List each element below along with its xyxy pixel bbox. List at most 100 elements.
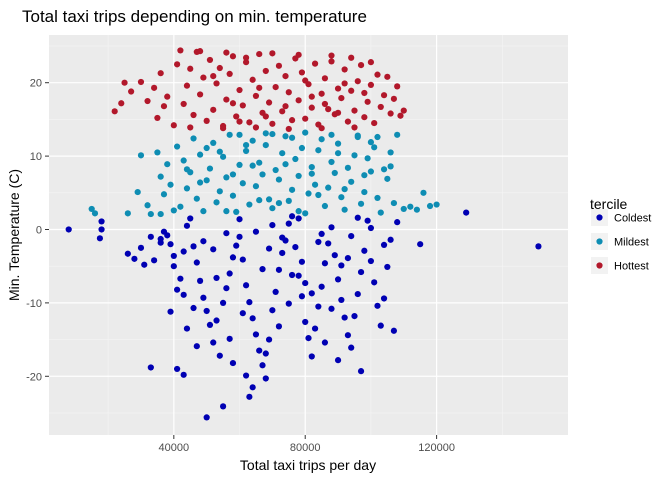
point-hottest	[328, 52, 335, 59]
point-hottest	[157, 70, 164, 77]
point-coldest	[190, 243, 197, 250]
point-hottest	[298, 69, 306, 76]
point-hottest	[226, 70, 233, 77]
point-hottest	[328, 58, 335, 65]
point-mildest	[183, 185, 191, 192]
point-coldest	[233, 242, 240, 249]
point-coldest	[174, 365, 181, 373]
point-mildest	[223, 208, 230, 215]
point-coldest	[239, 256, 246, 263]
point-coldest	[193, 259, 200, 266]
point-mildest	[288, 134, 296, 141]
point-hottest	[348, 87, 355, 94]
point-coldest	[374, 302, 381, 309]
point-hottest	[272, 84, 279, 91]
point-mildest	[197, 179, 204, 186]
point-mildest	[210, 139, 217, 146]
point-hottest	[121, 79, 128, 86]
y-tick-label: 0	[36, 224, 42, 236]
point-mildest	[91, 210, 99, 217]
point-coldest	[288, 271, 296, 279]
point-hottest	[197, 48, 204, 55]
point-coldest	[206, 321, 214, 329]
point-mildest	[190, 135, 197, 142]
point-mildest	[328, 131, 335, 138]
point-coldest	[170, 263, 177, 270]
point-coldest	[361, 247, 368, 254]
point-mildest	[321, 202, 329, 210]
y-tick-label: -10	[26, 298, 42, 310]
point-coldest	[463, 209, 470, 216]
point-coldest	[295, 215, 302, 222]
point-hottest	[118, 100, 125, 107]
point-hottest	[308, 104, 315, 111]
point-coldest	[210, 339, 217, 346]
point-hottest	[236, 118, 243, 125]
point-hottest	[371, 119, 378, 127]
point-mildest	[308, 164, 315, 171]
point-hottest	[229, 53, 237, 60]
point-mildest	[351, 152, 358, 159]
point-hottest	[206, 56, 214, 64]
point-hottest	[170, 122, 177, 129]
point-mildest	[311, 181, 319, 188]
point-hottest	[223, 49, 230, 56]
point-hottest	[210, 73, 217, 80]
point-hottest	[288, 117, 296, 124]
point-hottest	[151, 84, 158, 91]
point-hottest	[354, 78, 361, 85]
point-coldest	[334, 357, 342, 364]
point-coldest	[328, 224, 335, 231]
legend-swatch-coldest	[596, 214, 603, 221]
point-coldest	[236, 216, 243, 223]
point-mildest	[88, 205, 95, 213]
point-hottest	[174, 61, 181, 68]
point-hottest	[223, 96, 230, 103]
x-tick-label: 120000	[418, 442, 455, 454]
point-mildest	[203, 177, 210, 184]
point-hottest	[367, 59, 375, 66]
point-mildest	[200, 208, 207, 215]
x-tick-label: 40000	[159, 442, 190, 454]
point-hottest	[341, 66, 348, 73]
point-hottest	[160, 103, 168, 110]
point-coldest	[265, 336, 273, 343]
point-coldest	[331, 252, 338, 259]
point-mildest	[197, 151, 204, 158]
point-coldest	[239, 310, 246, 317]
point-coldest	[371, 279, 378, 286]
point-mildest	[249, 162, 256, 169]
point-mildest	[380, 166, 388, 173]
point-coldest	[328, 305, 335, 312]
point-mildest	[265, 196, 273, 203]
point-mildest	[246, 201, 253, 208]
point-mildest	[302, 210, 309, 217]
point-coldest	[344, 332, 352, 339]
point-coldest	[262, 375, 269, 382]
point-mildest	[147, 210, 154, 218]
point-mildest	[269, 205, 276, 212]
legend: tercile Coldest Mildest Hottest	[590, 196, 651, 274]
point-coldest	[187, 215, 194, 222]
point-coldest	[308, 290, 315, 297]
point-hottest	[311, 60, 319, 67]
point-mildest	[331, 169, 338, 177]
point-hottest	[334, 109, 342, 116]
point-mildest	[394, 131, 401, 138]
point-coldest	[341, 314, 348, 321]
point-mildest	[223, 174, 230, 181]
point-mildest	[374, 133, 381, 141]
point-hottest	[394, 83, 401, 90]
point-hottest	[262, 113, 269, 120]
point-coldest	[354, 290, 361, 298]
point-mildest	[357, 200, 365, 207]
point-mildest	[426, 202, 434, 210]
point-hottest	[216, 64, 223, 72]
point-mildest	[183, 166, 191, 173]
point-hottest	[249, 76, 256, 83]
point-mildest	[275, 199, 283, 207]
point-hottest	[236, 86, 243, 94]
point-coldest	[147, 364, 154, 371]
point-coldest	[98, 218, 105, 225]
